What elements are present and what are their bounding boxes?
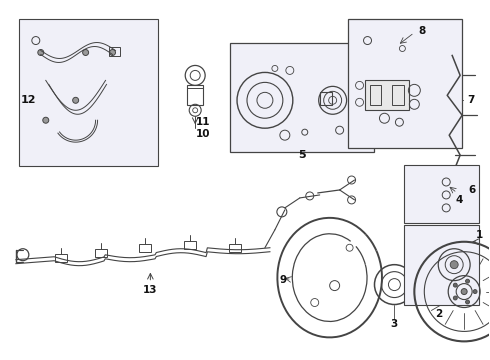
Bar bbox=[347, 19, 462, 148]
Text: 9: 9 bbox=[279, 275, 287, 285]
Polygon shape bbox=[36, 31, 125, 155]
Text: 2: 2 bbox=[436, 310, 443, 319]
Text: 6: 6 bbox=[468, 185, 476, 195]
Circle shape bbox=[110, 50, 116, 55]
Bar bbox=[365, 80, 409, 110]
Bar bbox=[184, 241, 196, 249]
Circle shape bbox=[461, 289, 467, 294]
Bar bbox=[19, 19, 158, 166]
Text: 3: 3 bbox=[391, 319, 398, 329]
Text: 4: 4 bbox=[456, 195, 463, 205]
Circle shape bbox=[466, 300, 469, 304]
Bar bbox=[55, 254, 67, 262]
Circle shape bbox=[38, 50, 44, 55]
Bar bbox=[108, 46, 121, 57]
Circle shape bbox=[453, 296, 457, 300]
Bar bbox=[230, 42, 374, 152]
Circle shape bbox=[83, 50, 89, 55]
Text: 5: 5 bbox=[298, 150, 306, 160]
Text: 13: 13 bbox=[143, 284, 158, 294]
Circle shape bbox=[43, 117, 49, 123]
Text: 1: 1 bbox=[475, 230, 483, 240]
Circle shape bbox=[73, 97, 78, 103]
Text: 7: 7 bbox=[467, 95, 475, 105]
Bar bbox=[140, 244, 151, 252]
Bar bbox=[369, 85, 382, 105]
Bar bbox=[392, 85, 404, 105]
Circle shape bbox=[453, 283, 457, 287]
Bar bbox=[95, 249, 106, 257]
Circle shape bbox=[473, 289, 477, 293]
Circle shape bbox=[466, 279, 469, 283]
Text: 10: 10 bbox=[196, 129, 210, 139]
Circle shape bbox=[450, 261, 458, 269]
Bar bbox=[404, 225, 479, 305]
Bar bbox=[404, 165, 479, 223]
Text: 8: 8 bbox=[418, 26, 426, 36]
Bar bbox=[319, 92, 332, 105]
Bar bbox=[187, 85, 203, 105]
Text: 12: 12 bbox=[21, 95, 37, 105]
Bar bbox=[229, 244, 241, 252]
Text: 11: 11 bbox=[196, 117, 210, 127]
